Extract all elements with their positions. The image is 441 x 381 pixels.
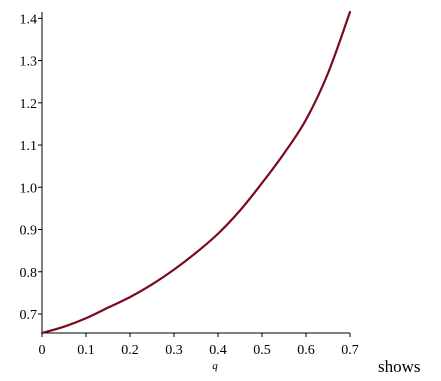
y-tick-label: 1.4 <box>20 12 38 27</box>
y-tick-label: 0.7 <box>20 308 38 323</box>
trailing-text: shows <box>378 357 421 376</box>
x-tick-label: 0.6 <box>297 343 315 358</box>
x-tick-label: 0 <box>39 343 46 358</box>
y-tick-label: 0.9 <box>20 224 38 239</box>
y-tick-label: 0.8 <box>20 266 38 281</box>
y-tick-label: 1.2 <box>20 97 38 112</box>
x-axis: 0 0.1 0.2 0.3 0.4 0.5 0.6 0.7 <box>39 332 359 358</box>
x-tick-label: 0.2 <box>121 343 139 358</box>
y-axis: 0.7 0.8 0.9 1.0 1.1 1.2 1.3 1.4 <box>20 12 43 333</box>
series-group <box>40 10 352 335</box>
y-tick-label: 1.0 <box>20 181 38 196</box>
x-axis-label: q <box>212 360 218 372</box>
x-tick-label: 0.3 <box>165 343 183 358</box>
x-tick-label: 0.7 <box>341 343 359 358</box>
y-tick-label: 1.3 <box>20 55 38 70</box>
series-line-0 <box>40 10 352 335</box>
x-tick-label: 0.5 <box>253 343 271 358</box>
y-tick-label: 1.1 <box>20 139 38 154</box>
x-tick-label: 0.4 <box>209 343 227 358</box>
x-tick-label: 0.1 <box>77 343 95 358</box>
